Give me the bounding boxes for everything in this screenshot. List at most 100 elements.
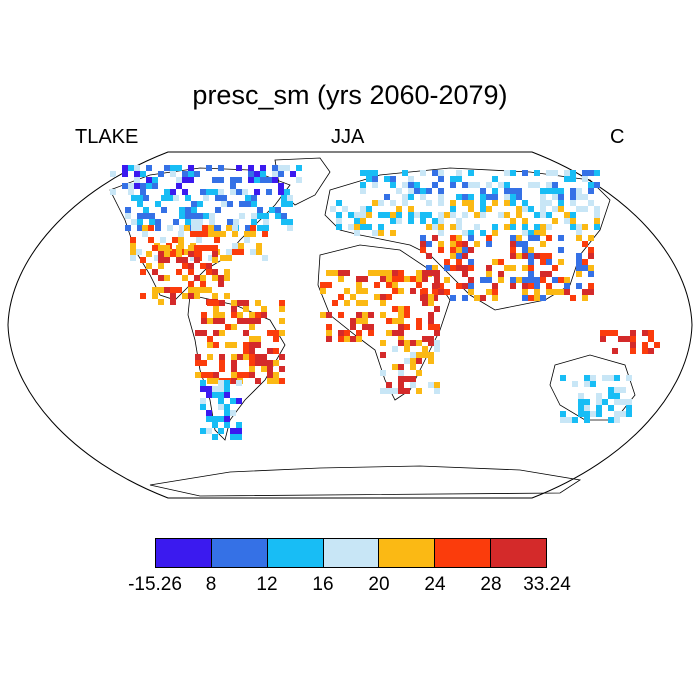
grid-cell [450,200,456,206]
grid-cell [456,170,462,176]
grid-cell [236,189,242,195]
grid-cell [245,195,251,201]
grid-cell [368,324,374,330]
grid-cell [384,194,390,200]
map-title: presc_sm (yrs 2060-2079) [192,80,508,110]
grid-cell [576,283,582,289]
grid-cell [510,188,516,194]
grid-cell [404,340,410,346]
grid-cell [588,170,594,176]
grid-cell [438,188,444,194]
grid-cell [360,224,366,230]
grid-cell [152,245,158,251]
grid-cell [522,283,528,289]
grid-cell [504,182,510,188]
grid-cell [596,411,602,417]
grid-cell [398,312,404,318]
grid-cell [149,219,155,225]
grid-cell [248,165,254,171]
grid-cell [218,275,224,281]
grid-cell [456,235,462,241]
grid-cell [146,263,152,269]
grid-cell [170,189,176,195]
grid-cell [230,177,236,183]
grid-cell [220,255,226,261]
grid-cell [134,177,140,183]
grid-cell [184,225,190,231]
grid-cell [602,399,608,405]
grid-cell [498,259,504,265]
grid-cell [250,231,256,237]
grid-cell [498,277,504,283]
grid-cell [195,372,201,378]
grid-cell [546,170,552,176]
grid-cell [110,171,116,177]
grid-cell [642,330,648,336]
grid-cell [206,287,212,293]
grid-cell [278,171,284,177]
grid-cell [456,283,462,289]
grid-cell [426,265,432,271]
colorbar-tick-label: 20 [368,574,390,595]
grid-cell [450,247,456,253]
grid-cell [140,293,146,299]
grid-cell [398,364,404,370]
grid-cell [582,295,588,301]
grid-cell [398,324,404,330]
grid-cell [207,318,213,324]
grid-cell [272,165,278,171]
grid-cell [250,249,256,255]
grid-cell [420,247,426,253]
grid-cell [248,177,254,183]
grid-cell [230,410,236,416]
grid-cell [267,348,273,354]
grid-cell [167,225,173,231]
grid-cell [279,330,285,336]
grid-cell [468,277,474,283]
grid-cell [444,259,450,265]
grid-cell [158,299,164,305]
grid-cell [372,170,378,176]
grid-cell [344,330,350,336]
grid-cell [360,212,366,218]
grid-cell [462,253,468,259]
grid-cell [182,275,188,281]
grid-cell [170,287,176,293]
grid-cell [366,170,372,176]
grid-cell [576,253,582,259]
grid-cell [279,318,285,324]
grid-cell [396,188,402,194]
grid-cell [380,300,386,306]
grid-cell [158,287,164,293]
grid-cell [179,225,185,231]
grid-cell [630,342,636,348]
grid-cell [226,249,232,255]
grid-cell [620,399,626,405]
grid-cell [219,318,225,324]
grid-cell [356,282,362,288]
grid-cell [146,183,152,189]
grid-cell [243,330,249,336]
grid-cell [284,165,290,171]
grid-cell [137,201,143,207]
grid-cell [245,225,251,231]
colorbar-tick-label: 16 [312,574,334,595]
grid-cell [261,306,267,312]
grid-cell [231,372,237,378]
grid-cell [410,352,416,358]
grid-cell [534,182,540,188]
grid-cell [552,170,558,176]
grid-cell [194,257,200,263]
colorbar-tick-label: -15.26 [128,574,182,595]
grid-cell [218,177,224,183]
grid-cell [287,201,293,207]
grid-cell [143,213,149,219]
grid-cell [182,257,188,263]
grid-cell [137,195,143,201]
grid-cell [398,370,404,376]
grid-cell [576,206,582,212]
grid-cell [398,376,404,382]
grid-cell [170,251,176,257]
grid-cell [326,282,332,288]
grid-cell [456,241,462,247]
